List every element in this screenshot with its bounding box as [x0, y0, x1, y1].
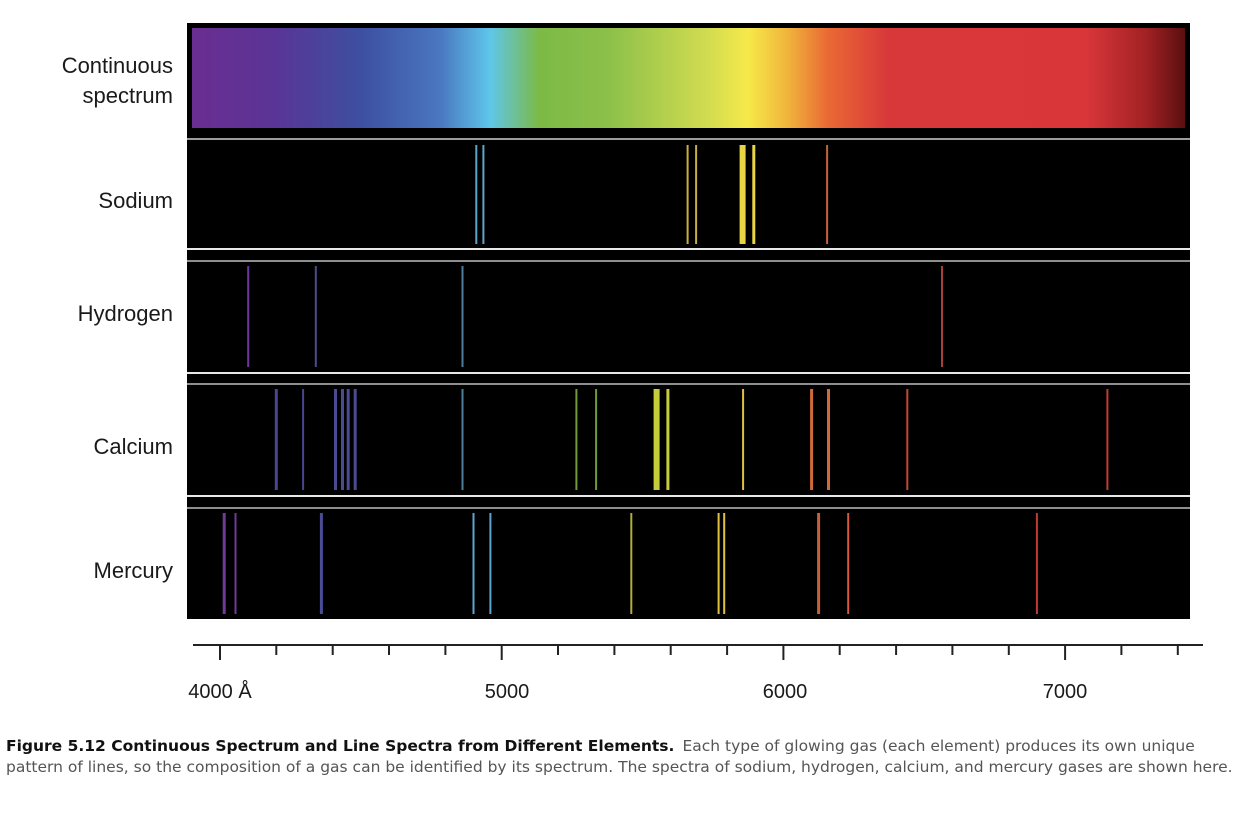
tick-label-5000: 5000 — [485, 681, 530, 703]
hydrogen-line-4100 — [247, 266, 250, 367]
mercury-line-4900 — [472, 513, 475, 614]
mercury-emission-lines — [222, 513, 1038, 614]
mercury-line-6900 — [1035, 513, 1038, 614]
calcium-line-7150 — [1106, 389, 1109, 490]
label-sodium: Sodium — [98, 188, 173, 213]
figure-caption: Figure 5.12 Continuous Spectrum and Line… — [6, 736, 1234, 778]
continuous-spectrum-band — [192, 28, 1185, 128]
label-mercury: Mercury — [94, 558, 173, 583]
tick-label-4000: 4000 Å — [188, 680, 252, 703]
label-hydrogen: Hydrogen — [78, 301, 173, 326]
hydrogen-emission-lines — [247, 266, 943, 367]
calcium-line-5335 — [595, 389, 598, 490]
mercury-line-4960 — [489, 513, 492, 614]
sodium-line-5660 — [686, 145, 689, 244]
sodium-line-5690 — [695, 145, 698, 244]
calcium-line-5265 — [575, 389, 578, 490]
mercury-line-5460 — [630, 513, 633, 614]
label-continuous-line2: spectrum — [83, 83, 173, 108]
calcium-line-4480 — [353, 389, 357, 490]
calcium-line-4410 — [334, 389, 337, 490]
mercury-line-6125 — [817, 513, 821, 614]
calcium-line-5857 — [742, 389, 745, 490]
mercury-line-6230 — [847, 513, 850, 614]
calcium-emission-lines — [274, 389, 1109, 490]
calcium-line-5550 — [653, 389, 660, 490]
label-calcium: Calcium — [94, 434, 173, 459]
calcium-line-4455 — [346, 389, 350, 490]
sodium-line-4910 — [475, 145, 478, 244]
caption-title: Figure 5.12 Continuous Spectrum and Line… — [6, 737, 675, 755]
sodium-line-5895 — [752, 145, 756, 244]
hydrogen-line-6563 — [941, 266, 943, 367]
calcium-line-6440 — [906, 389, 909, 490]
mercury-line-4015 — [222, 513, 226, 614]
hydrogen-line-4340 — [314, 266, 317, 367]
mercury-line-5770 — [717, 513, 720, 614]
sodium-line-5855 — [739, 145, 746, 244]
sodium-emission-lines — [475, 145, 829, 244]
calcium-line-4435 — [341, 389, 344, 490]
tick-label-6000: 6000 — [763, 681, 808, 703]
axis-ticks — [219, 645, 1179, 660]
calcium-line-6160 — [827, 389, 830, 490]
calcium-line-5590 — [666, 389, 670, 490]
mercury-line-5790 — [723, 513, 726, 614]
calcium-line-4295 — [302, 389, 305, 490]
calcium-line-4861 — [461, 389, 464, 490]
sodium-line-6155 — [826, 145, 829, 244]
row-separators — [187, 138, 1190, 509]
mercury-line-4055 — [234, 513, 237, 614]
mercury-line-4360 — [319, 513, 323, 614]
spectra-figure: Continuous spectrum Sodium Hydrogen Calc… — [62, 23, 1203, 703]
sodium-line-4935 — [482, 145, 485, 244]
caption-text: Each type of glowing gas (each element) … — [6, 737, 1233, 776]
calcium-line-6100 — [810, 389, 814, 490]
wavelength-axis: 4000 Å 5000 6000 7000 — [188, 644, 1203, 703]
calcium-line-4200 — [274, 389, 278, 490]
label-continuous-line1: Continuous — [62, 53, 173, 78]
tick-label-7000: 7000 — [1043, 681, 1088, 703]
hydrogen-line-4861 — [461, 266, 464, 367]
